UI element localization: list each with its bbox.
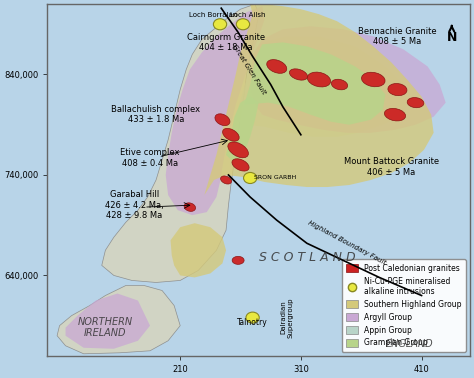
Polygon shape — [307, 72, 331, 87]
Polygon shape — [235, 36, 410, 137]
Polygon shape — [290, 69, 308, 80]
Polygon shape — [267, 60, 287, 73]
Circle shape — [237, 19, 250, 30]
Polygon shape — [222, 129, 239, 141]
Circle shape — [246, 312, 259, 323]
Text: NORTHERN
IRELAND: NORTHERN IRELAND — [78, 317, 133, 338]
Polygon shape — [362, 72, 385, 87]
Polygon shape — [388, 84, 407, 96]
Polygon shape — [384, 108, 406, 121]
Text: S C O T L A N D: S C O T L A N D — [259, 251, 355, 264]
Text: Ballachulish complex
433 ± 1.8 Ma: Ballachulish complex 433 ± 1.8 Ma — [111, 105, 201, 124]
Polygon shape — [250, 26, 446, 133]
Text: SRON GARBH: SRON GARBH — [250, 175, 296, 180]
Polygon shape — [228, 142, 248, 158]
Polygon shape — [65, 293, 150, 349]
Polygon shape — [166, 6, 264, 215]
Text: Loch Ailsh: Loch Ailsh — [230, 12, 265, 18]
Text: Talnotry: Talnotry — [237, 318, 268, 327]
Text: ENGLAND: ENGLAND — [386, 339, 433, 349]
Text: Garabal Hill
426 ± 4.2 Ma,
428 ± 9.8 Ma: Garabal Hill 426 ± 4.2 Ma, 428 ± 9.8 Ma — [105, 190, 164, 220]
Polygon shape — [244, 42, 385, 125]
Polygon shape — [57, 285, 180, 354]
Polygon shape — [171, 223, 226, 277]
Polygon shape — [331, 79, 347, 90]
Text: Loch Borralan: Loch Borralan — [189, 12, 237, 18]
Polygon shape — [407, 98, 424, 108]
Circle shape — [244, 172, 257, 183]
Circle shape — [213, 19, 227, 30]
Text: Cairngorm Granite
404 ± 18 Ma: Cairngorm Granite 404 ± 18 Ma — [187, 33, 265, 53]
Text: N: N — [447, 26, 457, 44]
Polygon shape — [184, 203, 196, 211]
Text: Dalradian
Supergroup: Dalradian Supergroup — [280, 297, 293, 338]
Polygon shape — [232, 159, 249, 171]
Polygon shape — [215, 114, 230, 125]
Text: Highland Boundary Fault: Highland Boundary Fault — [307, 220, 387, 266]
Text: Bennachie Granite
408 ± 5 Ma: Bennachie Granite 408 ± 5 Ma — [358, 27, 437, 46]
Polygon shape — [204, 4, 434, 195]
Text: Etive complex
408 ± 0.4 Ma: Etive complex 408 ± 0.4 Ma — [120, 148, 180, 167]
Polygon shape — [102, 4, 259, 282]
Legend: Post Caledonian granites, Ni-Cu-PGE mineralised
alkaline intrusions, Southern Hi: Post Caledonian granites, Ni-Cu-PGE mine… — [342, 259, 466, 352]
Polygon shape — [232, 256, 244, 264]
Polygon shape — [226, 97, 259, 163]
Text: Great Glen Fault: Great Glen Fault — [231, 43, 267, 96]
Text: Mount Battock Granite
406 ± 5 Ma: Mount Battock Granite 406 ± 5 Ma — [344, 157, 439, 177]
Polygon shape — [220, 176, 231, 184]
